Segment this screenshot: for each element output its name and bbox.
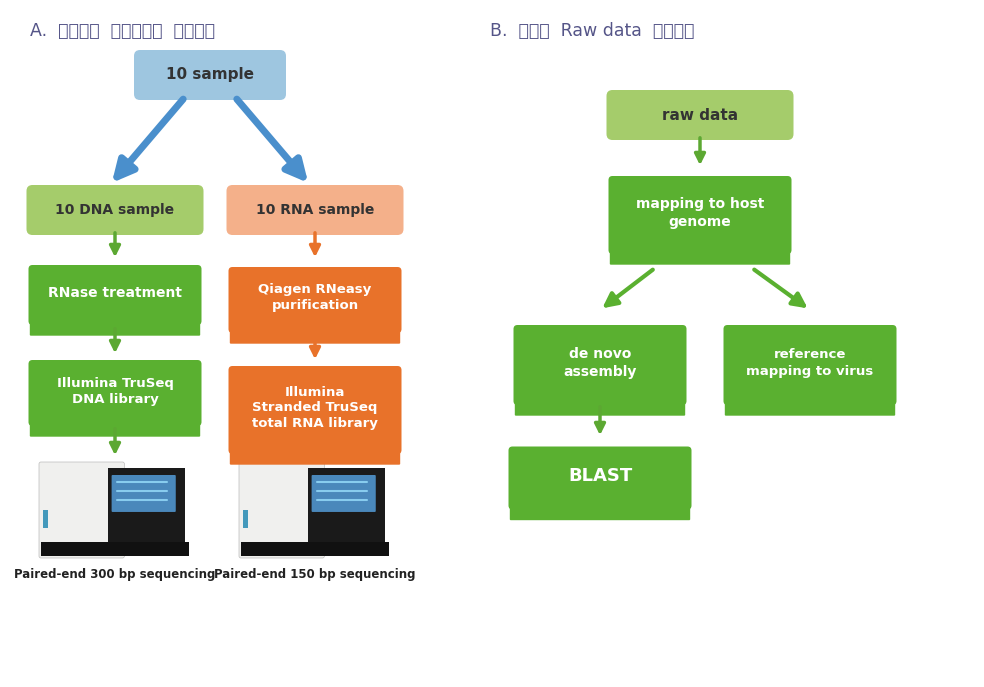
FancyBboxPatch shape (226, 185, 403, 235)
Bar (41, 542, 189, 556)
Bar (43, 510, 48, 528)
FancyBboxPatch shape (29, 265, 202, 325)
Bar (107, 468, 185, 556)
Text: 10 DNA sample: 10 DNA sample (55, 203, 174, 217)
Text: B.  시쿠싱  Raw data  분석과정: B. 시쿠싱 Raw data 분석과정 (490, 22, 695, 40)
Text: RNase treatment: RNase treatment (48, 286, 182, 300)
FancyBboxPatch shape (228, 366, 401, 454)
FancyBboxPatch shape (312, 475, 376, 512)
Polygon shape (725, 390, 894, 415)
Text: de novo
assembly: de novo assembly (563, 348, 637, 379)
Text: BLAST: BLAST (568, 467, 632, 485)
Bar (308, 468, 385, 556)
Bar (241, 542, 389, 556)
Text: mapping to host
genome: mapping to host genome (636, 197, 765, 229)
FancyBboxPatch shape (509, 447, 692, 510)
FancyBboxPatch shape (27, 185, 204, 235)
FancyBboxPatch shape (606, 90, 793, 140)
Text: raw data: raw data (662, 107, 738, 122)
Text: 10 RNA sample: 10 RNA sample (256, 203, 374, 217)
FancyBboxPatch shape (29, 360, 202, 426)
Text: Illumina TruSeq
DNA library: Illumina TruSeq DNA library (56, 376, 173, 405)
Polygon shape (31, 411, 200, 436)
Polygon shape (511, 495, 690, 519)
FancyBboxPatch shape (111, 475, 176, 512)
Text: Paired-end 150 bp sequencing: Paired-end 150 bp sequencing (215, 568, 416, 581)
Text: Illumina
Stranded TruSeq
total RNA library: Illumina Stranded TruSeq total RNA libra… (252, 385, 378, 431)
Text: A.  메타게놈  라이브러리  준비과정: A. 메타게놈 라이브러리 준비과정 (30, 22, 215, 40)
Text: 10 sample: 10 sample (166, 67, 254, 82)
FancyBboxPatch shape (723, 325, 896, 405)
FancyBboxPatch shape (608, 176, 791, 254)
FancyBboxPatch shape (134, 50, 286, 100)
FancyBboxPatch shape (514, 325, 687, 405)
Polygon shape (230, 439, 400, 464)
Polygon shape (230, 318, 400, 343)
FancyBboxPatch shape (228, 267, 401, 333)
FancyBboxPatch shape (39, 462, 124, 558)
FancyBboxPatch shape (239, 462, 325, 558)
Text: Paired-end 300 bp sequencing: Paired-end 300 bp sequencing (15, 568, 215, 581)
Text: reference
mapping to virus: reference mapping to virus (747, 348, 874, 377)
Polygon shape (31, 310, 200, 335)
Bar (243, 510, 248, 528)
Polygon shape (610, 239, 789, 264)
Text: Qiagen RNeasy
purification: Qiagen RNeasy purification (259, 284, 372, 313)
Polygon shape (516, 390, 685, 415)
